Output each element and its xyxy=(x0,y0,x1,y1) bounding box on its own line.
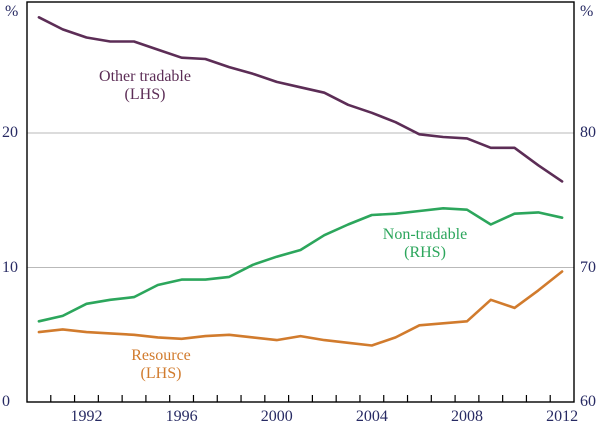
series-label-resource: Resource (LHS) xyxy=(131,347,191,383)
x-axis-tick-label: 1992 xyxy=(70,408,103,425)
y-axis-tick-label-right: 60 xyxy=(580,393,596,410)
y-axis-tick-label-right: 80 xyxy=(580,124,596,141)
left-axis-unit-label: % xyxy=(5,3,19,20)
y-axis-tick-label-left: 20 xyxy=(2,124,18,141)
series-label-other-tradable: Other tradable (LHS) xyxy=(99,68,191,104)
x-axis-tick-label: 2008 xyxy=(450,408,483,425)
x-axis-tick-label: 2000 xyxy=(260,408,293,425)
x-axis-tick-label: 1996 xyxy=(165,408,198,425)
non-tradable-line xyxy=(37,207,564,323)
x-axis-tick-label: 2004 xyxy=(355,408,388,425)
y-axis-tick-label-left: 0 xyxy=(2,393,10,410)
series-label-non-tradable-axis: (RHS) xyxy=(404,244,446,261)
series-label-other-tradable-name: Other tradable xyxy=(99,68,191,85)
series-label-non-tradable: Non-tradable (RHS) xyxy=(383,226,467,262)
series-label-resource-axis: (LHS) xyxy=(140,365,182,382)
plot-frame xyxy=(26,1,575,403)
right-axis-unit-label: % xyxy=(580,3,594,20)
y-axis-tick-label-left: 10 xyxy=(2,258,18,276)
series-label-other-tradable-axis: (LHS) xyxy=(124,86,166,103)
y-axis-tick-label-right: 70 xyxy=(580,258,596,276)
resource-line xyxy=(37,270,564,347)
x-axis-tick-label: 2012 xyxy=(546,408,579,425)
series-label-non-tradable-name: Non-tradable xyxy=(382,226,468,243)
other-tradable-line xyxy=(37,15,564,183)
series-label-resource-name: Resource xyxy=(131,347,191,364)
